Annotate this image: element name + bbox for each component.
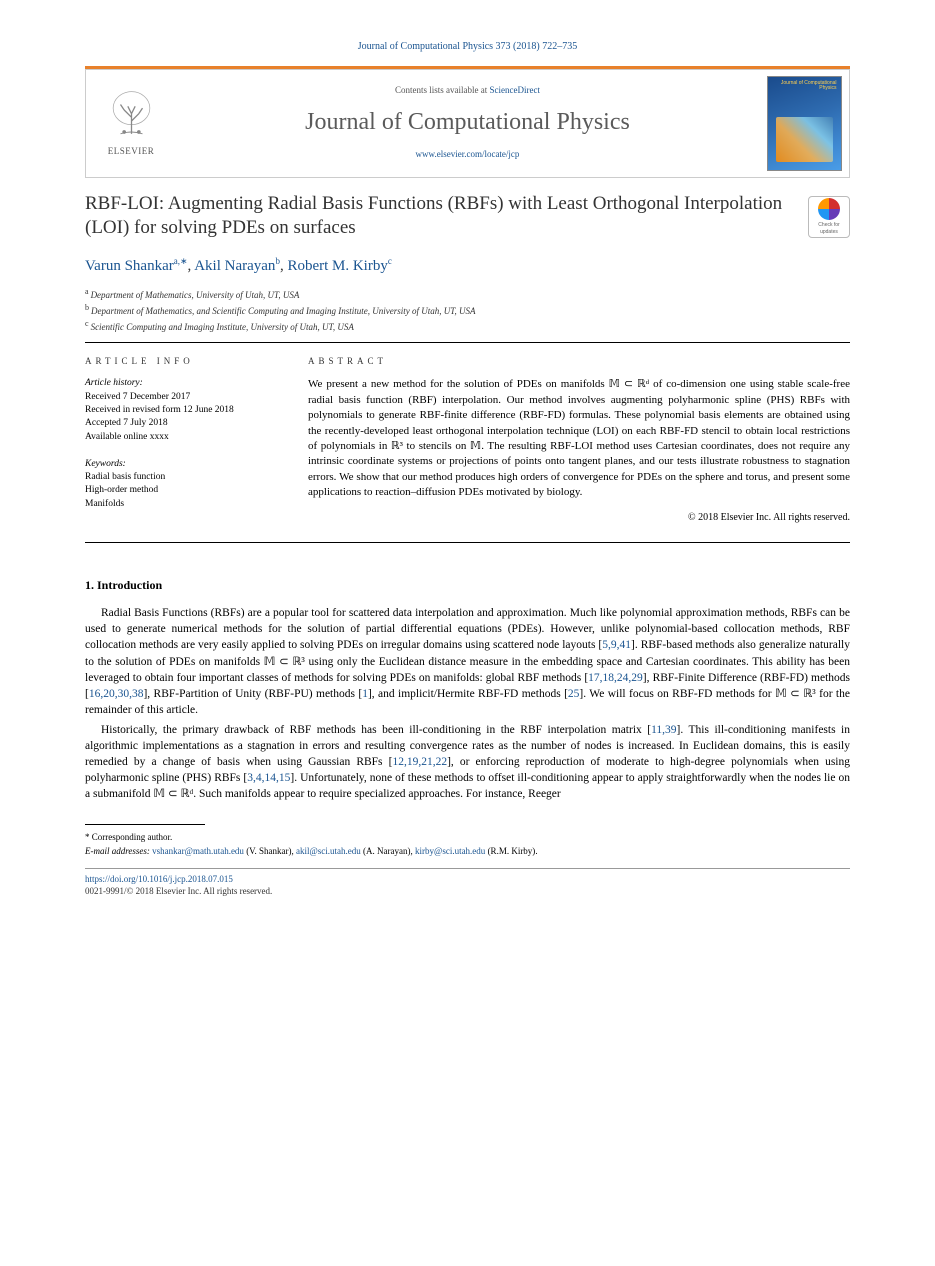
para-text: Historically, the primary drawback of RB… (101, 724, 651, 736)
info-top-rule (85, 342, 850, 343)
running-header: Journal of Computational Physics 373 (20… (85, 40, 850, 54)
email-who: (V. Shankar) (246, 846, 291, 856)
citation-link[interactable]: 16,20,30,38 (89, 688, 144, 700)
check-line1: Check for (818, 222, 839, 229)
aff-text: Department of Mathematics, and Scientifi… (91, 306, 476, 316)
email-link[interactable]: kirby@sci.utah.edu (415, 846, 485, 856)
keywords-block: Keywords: Radial basis function High-ord… (85, 458, 280, 511)
authors-line: Varun Shankara,∗, Akil Narayanb, Robert … (85, 255, 850, 276)
author-sup: c (388, 256, 392, 266)
email-addresses-line: E-mail addresses: vshankar@math.utah.edu… (85, 845, 850, 859)
para-text: ], RBF-Partition of Unity (RBF-PU) metho… (143, 688, 362, 700)
affiliation-line: aDepartment of Mathematics, University o… (85, 286, 850, 302)
article-info-column: article info Article history: Received 7… (85, 355, 280, 524)
keywords-title: Keywords: (85, 458, 280, 471)
info-abstract-row: article info Article history: Received 7… (85, 355, 850, 524)
citation-link[interactable]: 5,9,41 (602, 639, 631, 651)
elsevier-logo-block: ELSEVIER (86, 70, 176, 177)
keyword-item: Radial basis function (85, 471, 280, 484)
copyright-line: © 2018 Elsevier Inc. All rights reserved… (308, 511, 850, 525)
aff-sup: c (85, 319, 89, 328)
aff-sup: a (85, 287, 89, 296)
journal-homepage-link[interactable]: www.elsevier.com/locate/jcp (180, 148, 755, 160)
article-title: RBF-LOI: Augmenting Radial Basis Functio… (85, 192, 794, 241)
affiliations-block: aDepartment of Mathematics, University o… (85, 286, 850, 334)
abstract-label: abstract (308, 355, 850, 367)
author-name[interactable]: Robert M. Kirby (287, 258, 387, 274)
doi-link[interactable]: https://doi.org/10.1016/j.jcp.2018.07.01… (85, 873, 850, 885)
para-text: ], and implicit/Hermite RBF-FD methods [ (368, 688, 568, 700)
author-sup: a,∗ (174, 256, 188, 266)
info-bottom-rule (85, 542, 850, 543)
check-line2: updates (820, 229, 838, 236)
email-who: (R.M. Kirby) (488, 846, 536, 856)
aff-text: Scientific Computing and Imaging Institu… (91, 322, 354, 332)
elsevier-wordmark: ELSEVIER (108, 145, 155, 157)
author-name[interactable]: Akil Narayan (194, 258, 275, 274)
citation-link[interactable]: 17,18,24,29 (588, 672, 643, 684)
cover-title-text: Journal of Computational Physics (768, 81, 837, 92)
affiliation-line: bDepartment of Mathematics, and Scientif… (85, 302, 850, 318)
keyword-item: Manifolds (85, 498, 280, 511)
article-info-label: article info (85, 355, 280, 367)
aff-sup: b (85, 303, 89, 312)
keyword-item: High-order method (85, 484, 280, 497)
email-link[interactable]: akil@sci.utah.edu (296, 846, 361, 856)
email-label: E-mail addresses: (85, 846, 150, 856)
cover-art-graphic (776, 117, 833, 162)
affiliation-line: cScientific Computing and Imaging Instit… (85, 318, 850, 334)
journal-cover-thumb: Journal of Computational Physics (767, 76, 842, 171)
intro-para-1: Radial Basis Functions (RBFs) are a popu… (85, 605, 850, 718)
history-accepted: Accepted 7 July 2018 (85, 417, 280, 430)
bottom-rule (85, 868, 850, 869)
corresponding-author-note: * Corresponding author. (85, 831, 850, 845)
citation-link[interactable]: 3,4,14,15 (247, 772, 290, 784)
contents-prefix: Contents lists available at (395, 85, 489, 95)
section-heading-intro: 1. Introduction (85, 577, 850, 593)
intro-para-2: Historically, the primary drawback of RB… (85, 722, 850, 802)
crossmark-icon (818, 198, 840, 220)
history-received: Received 7 December 2017 (85, 391, 280, 404)
header-center: Contents lists available at ScienceDirec… (176, 70, 759, 177)
contents-available-line: Contents lists available at ScienceDirec… (180, 84, 755, 96)
email-link[interactable]: vshankar@math.utah.edu (152, 846, 244, 856)
corr-text: Corresponding author. (92, 832, 173, 842)
history-revised: Received in revised form 12 June 2018 (85, 404, 280, 417)
author-name[interactable]: Varun Shankar (85, 258, 174, 274)
check-for-updates-badge[interactable]: Check for updates (808, 196, 850, 238)
title-row: RBF-LOI: Augmenting Radial Basis Functio… (85, 192, 850, 241)
aff-text: Department of Mathematics, University of… (91, 290, 300, 300)
history-title: Article history: (85, 377, 280, 390)
footnote-rule (85, 824, 205, 825)
abstract-text: We present a new method for the solution… (308, 377, 850, 500)
journal-cover-block: Journal of Computational Physics (759, 70, 849, 177)
issn-copyright-line: 0021-9991/© 2018 Elsevier Inc. All right… (85, 885, 850, 897)
citation-link[interactable]: 12,19,21,22 (392, 756, 447, 768)
journal-name: Journal of Computational Physics (180, 106, 755, 138)
elsevier-tree-icon (104, 88, 159, 143)
sciencedirect-link[interactable]: ScienceDirect (490, 85, 540, 95)
footnote-block: * Corresponding author. E-mail addresses… (85, 831, 850, 858)
citation-link[interactable]: 25 (568, 688, 580, 700)
citation-link[interactable]: 11,39 (651, 724, 676, 736)
journal-header-box: ELSEVIER Contents lists available at Sci… (85, 69, 850, 178)
abstract-column: abstract We present a new method for the… (308, 355, 850, 524)
email-who: (A. Narayan) (363, 846, 410, 856)
history-online: Available online xxxx (85, 431, 280, 444)
article-history: Article history: Received 7 December 201… (85, 377, 280, 443)
